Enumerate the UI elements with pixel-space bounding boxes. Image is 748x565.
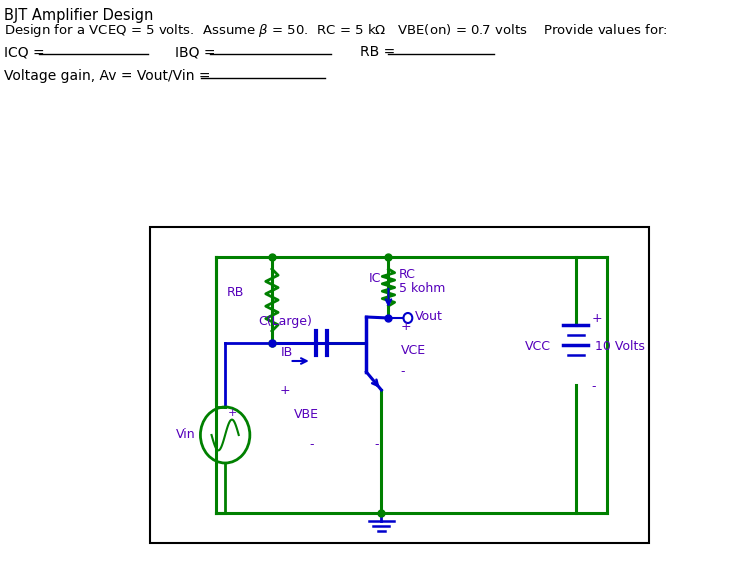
Text: ICQ =: ICQ = — [4, 45, 49, 59]
Text: Vout: Vout — [415, 311, 443, 324]
Text: IBQ =: IBQ = — [175, 45, 220, 59]
Text: +: + — [401, 320, 411, 333]
Text: RB: RB — [227, 286, 244, 299]
Text: Design for a VCEQ = 5 volts.  Assume $\beta$ = 50.  RC = 5 k$\Omega$   VBE(on) =: Design for a VCEQ = 5 volts. Assume $\be… — [4, 22, 668, 39]
Text: Vin: Vin — [176, 428, 195, 441]
Text: -: - — [310, 438, 314, 451]
Text: +: + — [280, 384, 290, 397]
Text: BJT Amplifier Design: BJT Amplifier Design — [4, 8, 154, 23]
Text: +: + — [592, 312, 602, 325]
Text: RC: RC — [399, 268, 416, 281]
Text: IC: IC — [369, 272, 381, 285]
Text: VCE: VCE — [401, 344, 426, 357]
Text: -: - — [401, 366, 405, 379]
Text: C(Large): C(Large) — [258, 315, 312, 328]
Text: 10 Volts: 10 Volts — [595, 341, 645, 354]
Text: RB =: RB = — [361, 45, 400, 59]
Text: VBE: VBE — [294, 408, 319, 421]
Text: IB: IB — [280, 346, 293, 359]
Bar — [150, 227, 649, 543]
Text: 5 kohm: 5 kohm — [399, 281, 445, 294]
Text: VCC: VCC — [525, 341, 551, 354]
Text: Voltage gain, Av = Vout/Vin =: Voltage gain, Av = Vout/Vin = — [4, 69, 211, 83]
Text: -: - — [592, 380, 596, 393]
Text: +: + — [227, 408, 237, 418]
Text: -: - — [375, 438, 379, 451]
